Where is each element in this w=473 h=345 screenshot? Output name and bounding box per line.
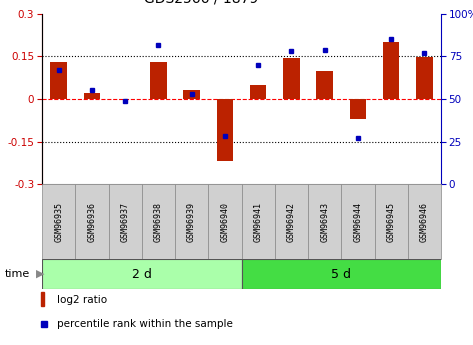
Text: GSM96942: GSM96942 — [287, 201, 296, 242]
Text: percentile rank within the sample: percentile rank within the sample — [57, 318, 233, 328]
Bar — [408, 184, 441, 259]
Bar — [150, 62, 166, 99]
Text: GSM96937: GSM96937 — [121, 201, 130, 242]
Bar — [184, 90, 200, 99]
Text: GSM96939: GSM96939 — [187, 201, 196, 242]
Bar — [84, 93, 100, 99]
Bar — [41, 292, 44, 306]
Text: GSM96935: GSM96935 — [54, 201, 63, 242]
Text: ▶: ▶ — [35, 269, 44, 279]
Text: GSM96945: GSM96945 — [386, 201, 395, 242]
Text: time: time — [5, 269, 30, 279]
Bar — [42, 184, 75, 259]
Bar — [175, 184, 208, 259]
Bar — [375, 184, 408, 259]
Bar — [217, 99, 233, 161]
Bar — [250, 85, 266, 99]
Bar — [242, 259, 441, 289]
Bar — [383, 42, 399, 99]
Text: log2 ratio: log2 ratio — [57, 295, 107, 305]
Text: GSM96943: GSM96943 — [320, 201, 329, 242]
Bar — [350, 99, 366, 119]
Bar — [108, 184, 142, 259]
Bar — [283, 58, 300, 99]
Text: 2 d: 2 d — [132, 267, 152, 280]
Bar — [208, 184, 242, 259]
Bar — [341, 184, 375, 259]
Text: GSM96944: GSM96944 — [353, 201, 362, 242]
Bar — [242, 184, 275, 259]
Bar — [42, 259, 242, 289]
Text: GSM96936: GSM96936 — [88, 201, 96, 242]
Text: GSM96938: GSM96938 — [154, 201, 163, 242]
Bar — [50, 62, 67, 99]
Text: GSM96940: GSM96940 — [220, 201, 229, 242]
Bar — [75, 184, 108, 259]
Bar — [416, 57, 433, 99]
Text: GSM96946: GSM96946 — [420, 201, 429, 242]
Bar — [308, 184, 341, 259]
Text: GSM96941: GSM96941 — [254, 201, 263, 242]
Bar — [142, 184, 175, 259]
Bar — [275, 184, 308, 259]
Text: GDS2566 / 1879: GDS2566 / 1879 — [144, 0, 259, 6]
Text: 5 d: 5 d — [331, 267, 351, 280]
Bar — [316, 71, 333, 99]
